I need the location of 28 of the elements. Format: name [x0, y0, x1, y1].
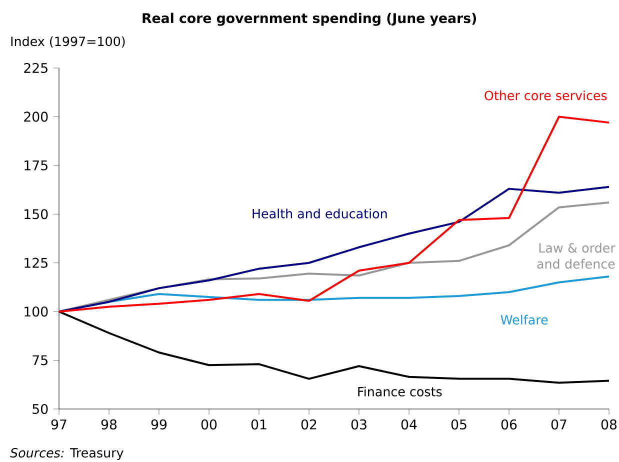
x-tick-label: 98: [101, 419, 117, 430]
y-tick-label: 100: [24, 306, 48, 317]
x-tick-label: 97: [51, 419, 66, 430]
series-label: Health and education: [252, 208, 387, 218]
series-label: Finance costs: [358, 386, 442, 396]
x-tick-label: 02: [301, 419, 316, 430]
y-axis-title: Index (1997=100): [11, 36, 125, 48]
series-label: Law & order and defence: [537, 242, 616, 269]
x-tick-label: 04: [401, 419, 417, 430]
y-tick-label: 125: [24, 258, 48, 268]
series-label: Welfare: [500, 314, 548, 325]
y-tick-label: 200: [24, 112, 48, 122]
y-tick-label: 75: [32, 355, 48, 366]
text: Sources: Treasury: [10, 448, 124, 460]
y-tick-label: 50: [32, 404, 48, 414]
x-tick-label: 05: [451, 419, 466, 430]
x-tick-label: 08: [601, 419, 617, 430]
x-tick-label: 99: [151, 419, 167, 430]
x-tick-label: 00: [201, 419, 217, 430]
x-tick-label: 03: [351, 419, 366, 430]
x-tick-label: 06: [501, 419, 517, 430]
x-tick-label: 07: [551, 419, 566, 430]
x-tick-label: 01: [251, 419, 266, 430]
chart-title: Real core government spending (June years): [142, 12, 476, 26]
y-tick-label: 175: [24, 160, 48, 170]
y-tick-label: 150: [24, 209, 48, 220]
y-tick-label: 225: [24, 62, 48, 74]
series-label: Other core services: [484, 90, 607, 100]
